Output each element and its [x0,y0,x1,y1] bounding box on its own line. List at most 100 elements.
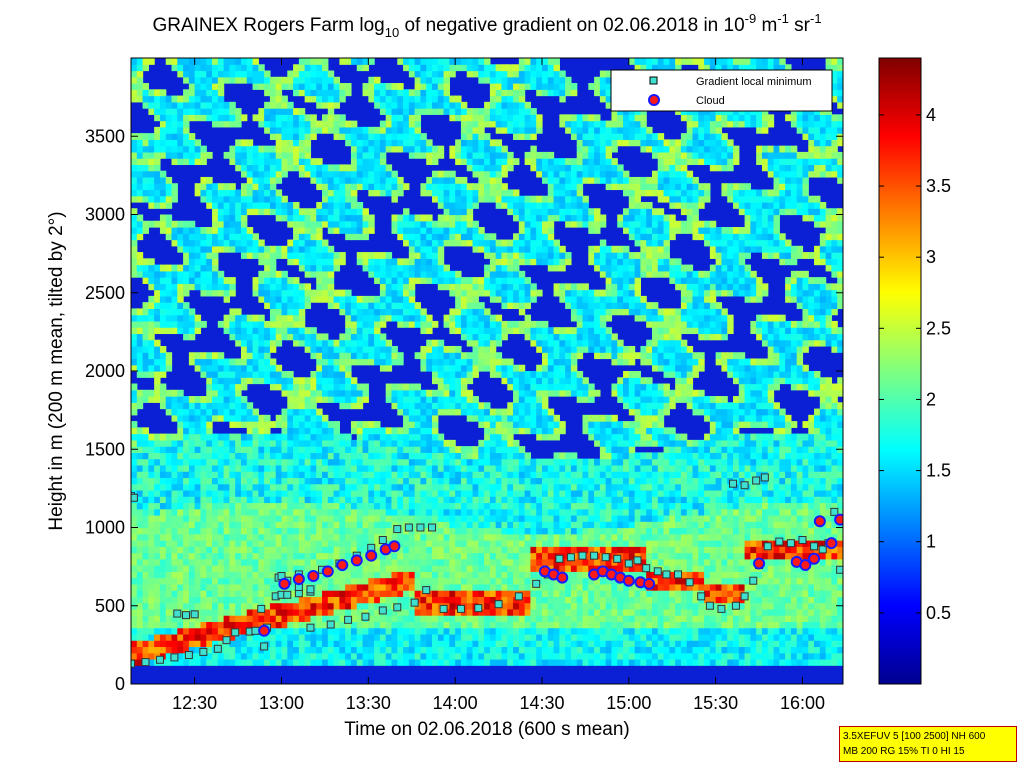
gradient-minimum-point-43 [378,606,387,615]
gradient-minimum-point-65 [674,570,683,579]
colorbar-ticks: 0.5 1 1.5 2 2.5 3 3.5 4 [879,105,951,623]
gradient-minimum-point-8 [213,644,222,653]
gradient-minimum-point-36 [404,523,413,532]
cloud-point-1 [292,573,305,586]
cloud-point-20 [753,557,766,570]
cloud-point-12 [556,571,569,584]
cloud-point-9 [258,624,271,637]
gradient-minimum-point-71 [740,592,749,601]
x-tick-label-3: 14:00 [433,693,478,713]
cloud-point-3 [321,565,334,578]
heatmap-plot-area [131,58,843,684]
gradient-minimum-point-85 [752,476,761,485]
gradient-minimum-point-45 [410,598,419,607]
gradient-minimum-point-42 [361,612,370,621]
legend-label-cloud: Cloud [696,95,725,107]
y-tick-label-0: 0 [115,674,125,694]
cloud-point-24 [813,515,826,528]
gradient-minimum-point-18 [190,610,199,619]
colorbar-tick-label-4: 2.5 [926,318,951,338]
gradient-minimum-point-52 [532,579,541,588]
colorbar-tick-label-7: 4 [926,105,936,125]
gradient-minimum-point-4 [155,655,164,664]
gradient-minimum-point-77 [798,536,807,545]
cloud-point-23 [808,552,821,565]
colorbar-tick-label-6: 3.5 [926,176,951,196]
cloud-point-17 [622,574,635,587]
gradient-minimum-point-58 [601,553,610,562]
gradient-minimum-point-72 [749,576,758,585]
x-tick-label-7: 16:00 [780,693,825,713]
cloud-point-22 [799,559,812,572]
gradient-minimum-point-10 [231,628,240,637]
gradient-minimum-point-60 [624,559,633,568]
gradient-minimum-point-56 [578,551,587,560]
gradient-minimum-point-17 [181,611,190,620]
x-tick-label-4: 14:30 [519,693,564,713]
gradient-minimum-point-44 [393,603,402,612]
gradient-minimum-point-86 [760,473,769,482]
gradient-minimum-point-21 [283,590,292,599]
gradient-minimum-point-81 [830,507,839,516]
gradient-minimum-point-48 [456,604,465,613]
gradient-minimum-point-63 [653,567,662,576]
colorbar-tick-label-2: 1.5 [926,461,951,481]
gradient-minimum-point-40 [326,620,335,629]
gradient-minimum-point-54 [555,554,564,563]
x-tick-label-1: 13:00 [259,693,304,713]
gradient-minimum-point-14 [260,642,269,651]
gradient-minimum-point-7 [199,647,208,656]
gradient-minimum-point-64 [662,570,671,579]
gradient-minimum-point-39 [306,623,315,632]
gradient-minimum-point-74 [763,542,772,551]
gradient-minimum-point-67 [697,592,706,601]
gradient-minimum-point-62 [642,564,651,573]
gradient-minimum-point-76 [786,539,795,548]
x-tick-label-2: 13:30 [346,693,391,713]
colorbar-tick-label-0: 0.5 [926,603,951,623]
gradient-minimum-point-37 [416,523,425,532]
gradient-minimum-point-1 [131,493,138,502]
cloud-point-5 [350,554,363,567]
legend-box [610,69,833,112]
gradient-minimum-point-41 [344,615,353,624]
gradient-minimum-point-35 [393,525,402,534]
gradient-minimum-point-83 [729,479,738,488]
colorbar-gradient [878,57,922,685]
legend-marker-cloud [648,94,660,106]
gradient-minimum-point-70 [731,601,740,610]
info-line-2: MB 200 RG 15% TI 0 HI 15 [843,746,965,757]
gradient-minimum-point-78 [810,542,819,551]
y-tick-label-4: 2000 [85,361,125,381]
y-tick-label-7: 3500 [85,126,125,146]
colorbar-tick-label-3: 2 [926,389,936,409]
gradient-minimum-point-2 [131,659,135,668]
cloud-point-26 [834,513,843,526]
colorbar-tick-label-5: 3 [926,247,936,267]
y-tick-label-6: 3000 [85,205,125,225]
gradient-minimum-point-5 [170,653,179,662]
cloud-point-4 [336,559,349,572]
y-tick-label-3: 1500 [85,439,125,459]
y-axis: 0 500 1000 1500 2000 2500 3000 3500 [85,126,843,694]
cloud-point-19 [643,577,656,590]
x-axis: 12:30 13:00 13:30 14:00 14:30 15:00 15:30 16:00 [172,58,825,713]
y-tick-label-1: 500 [95,596,125,616]
cloud-point-0 [278,577,291,590]
cloud-point-6 [365,549,378,562]
gradient-minimum-point-12 [251,626,260,635]
cloud-point-2 [307,570,320,583]
gradient-minimum-point-75 [775,537,784,546]
colorbar-tick-label-1: 1 [926,532,936,552]
gradient-minimum-point-34 [378,536,387,545]
x-axis-title: Time on 02.06.2018 (600 s mean) [344,719,630,740]
gradient-minimum-point-69 [717,604,726,613]
heatmap-layer [131,58,843,666]
gradient-minimum-point-27 [306,585,315,594]
gradient-minimum-point-16 [173,609,182,618]
gradient-minimum-point-59 [613,554,622,563]
gradient-minimum-point-6 [184,651,193,660]
gradient-minimum-point-38 [428,523,437,532]
gradient-minimum-point-61 [633,556,642,565]
